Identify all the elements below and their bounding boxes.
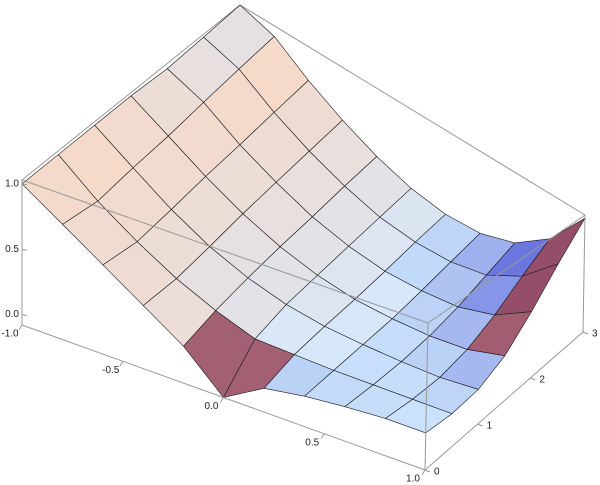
y-tick: [582, 331, 589, 335]
y-tick-label: 2: [539, 375, 545, 386]
box-edge: [21, 179, 429, 324]
z-tick-label: 0.5: [5, 244, 19, 255]
box-edge: [239, 4, 586, 216]
surface-cell: [385, 398, 453, 434]
y-tick: [477, 423, 483, 427]
y-tick: [424, 469, 431, 473]
box-edge: [424, 322, 429, 471]
x-tick: [119, 360, 124, 367]
x-tick: [18, 324, 23, 331]
y-tick-label: 0: [434, 467, 440, 478]
box-edge: [424, 331, 584, 471]
box-edge: [427, 214, 586, 324]
x-tick-label: 0.0: [205, 401, 219, 412]
z-tick-label: 1.0: [5, 179, 19, 190]
x-tick-label: -1.0: [1, 329, 19, 340]
z-tick: [21, 183, 28, 186]
z-tick-label: 0.0: [5, 309, 19, 320]
box-edge: [21, 4, 241, 181]
x-tick: [220, 397, 224, 403]
x-tick: [320, 433, 325, 440]
y-tick-label: 1: [487, 421, 493, 432]
y-tick: [530, 377, 536, 381]
box-edge: [582, 214, 586, 333]
z-tick: [21, 314, 28, 317]
x-tick-label: 1.0: [406, 474, 420, 485]
z-tick: [21, 248, 28, 251]
y-tick-label: 3: [592, 329, 598, 340]
x-tick-label: 0.5: [305, 437, 319, 448]
x-tick: [421, 469, 426, 476]
x-tick-label: -0.5: [102, 365, 120, 376]
